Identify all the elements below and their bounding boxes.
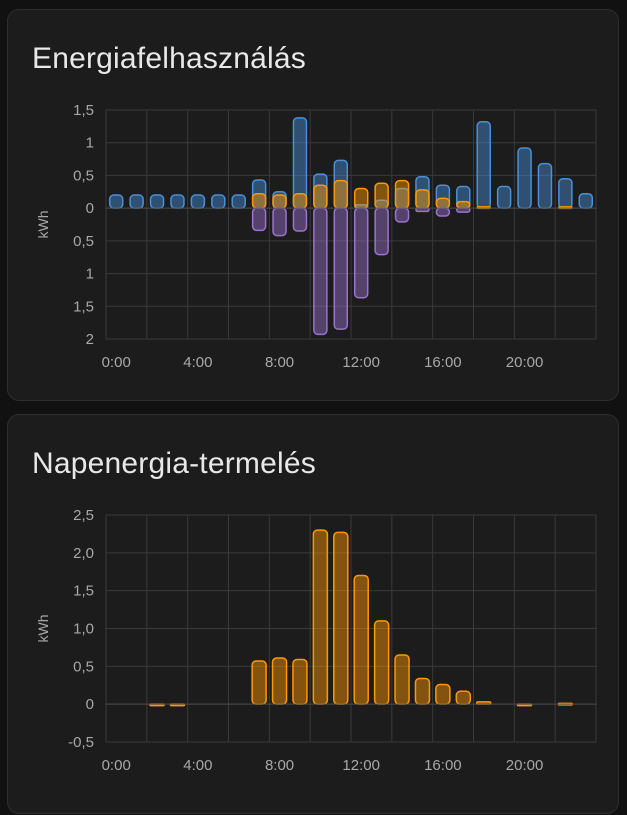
x-tick-label: 12:00 [342,354,380,371]
bar-series-1 [456,200,471,209]
bar-series-2 [435,207,451,217]
bar-series-1 [251,192,267,209]
y-tick-label: 1,5 [73,298,94,315]
bar-series-1 [272,194,287,209]
bar-series-0 [251,660,267,705]
energy-usage-chart[interactable]: 1,510,500,511,520:00 4:00 8:00 12:00 16:00 20… [8,10,620,402]
y-tick-label: 2,0 [73,545,94,562]
y-tick-label: -0,5 [68,734,94,751]
y-tick-label: 1 [86,266,94,283]
bar-series-0 [435,683,451,705]
bar-series-0 [373,620,390,705]
bar-series-0 [455,690,472,705]
bar-series-0 [129,194,144,209]
y-axis-label: kWh [35,615,51,643]
x-tick-label: 4:00 [183,354,212,371]
bar-series-0 [108,194,124,209]
y-tick-label: 0 [86,696,94,713]
y-tick-label: 1,0 [73,621,94,638]
bar-series-1 [353,187,369,209]
x-tick-label: 4:00 [183,757,212,774]
bar-series-2 [272,207,287,237]
bar-series-2 [456,207,471,213]
bar-series-1 [415,189,430,209]
y-tick-label: 0,5 [73,167,94,184]
bar-series-0 [211,194,226,209]
card-title: Napenergia-termelés [32,447,316,480]
bar-series-0 [190,194,206,209]
bar-series-0 [414,677,431,705]
x-tick-label: 16:00 [424,354,462,371]
bar-series-0 [578,192,594,209]
bar-series-0 [394,654,410,705]
bar-series-0 [149,194,165,209]
bar-series-2 [394,207,410,223]
y-tick-label: 1,5 [73,583,94,600]
solar-production-card: Napenergia-termelés 2,5 2,0 1,5 1,0 0,5 0 -0,5… [7,414,619,814]
bar-series-0 [292,658,308,705]
x-tick-label: 8:00 [265,757,294,774]
bar-series-1 [313,184,328,209]
bar-series-1 [333,179,349,209]
y-tick-label: 0 [86,200,94,217]
x-tick-label: 0:00 [102,354,131,371]
y-axis-label: kWh [35,211,51,239]
bar-series-0 [271,657,288,705]
y-tick-label: 2,5 [73,507,94,524]
bar-series-2 [251,207,267,232]
bar-series-2 [292,207,308,232]
bar-series-1 [435,197,451,209]
bar-series-0 [170,194,185,209]
bar-series-0 [353,574,369,705]
bar-series-2 [333,207,349,330]
bar-series-2 [353,207,369,299]
energy-usage-card: Energiafelhasználás 1,5 1 0,5 0 0,5 1 1,5 2 0:00… [7,9,619,401]
x-tick-label: 0:00 [102,757,131,774]
bar-series-1 [374,182,389,209]
x-tick-label: 12:00 [342,757,380,774]
bar-series-0 [312,529,329,705]
bar-series-0 [558,177,573,209]
y-tick-label: 0,5 [73,233,94,250]
card-title: Energiafelhasználás [32,42,306,75]
y-tick-label: 1,5 [73,102,94,119]
bar-series-0 [537,162,553,209]
bar-series-0 [517,147,532,209]
bar-series-1 [292,192,308,209]
y-tick-label: 2 [86,331,94,348]
x-tick-label: 8:00 [265,354,294,371]
bar-series-0 [231,194,246,209]
y-tick-label: 0,5 [73,658,94,675]
bar-series-2 [313,207,328,336]
bar-series-0 [476,121,491,209]
bar-series-1 [394,179,410,209]
x-tick-label: 20:00 [506,757,544,774]
bar-series-0 [496,185,512,209]
bar-series-0 [333,531,349,705]
solar-production-chart[interactable]: 2,5 2,0 1,5 1,0 0,5 0 -0,5 0:00 4:00 8:00 12:00 16:… [8,415,620,815]
y-tick-label: 1 [86,135,94,152]
bar-series-2 [374,207,389,256]
x-tick-label: 20:00 [506,354,544,371]
x-tick-label: 16:00 [424,757,462,774]
